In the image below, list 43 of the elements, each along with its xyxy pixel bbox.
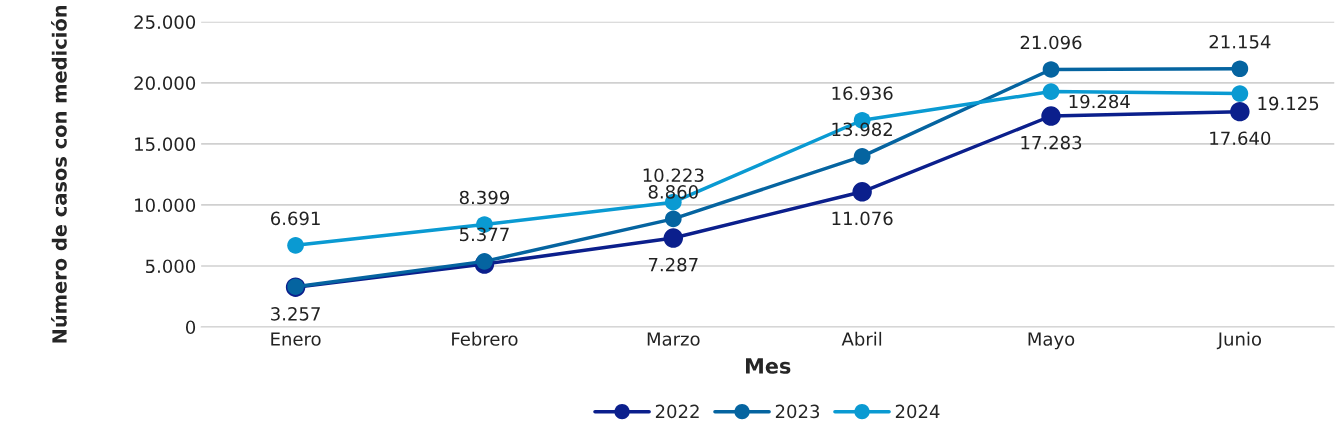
x-tick-label: Junio — [1216, 331, 1262, 350]
data-label: 17.283 — [1021, 135, 1082, 150]
x-tick-label: Abril — [841, 331, 882, 346]
legend-label: 2023 — [775, 404, 820, 419]
point — [853, 147, 871, 165]
data-label: 21.096 — [1020, 35, 1082, 50]
x-tick-label: Marzo — [647, 332, 700, 346]
data-label: 16.936 — [832, 86, 893, 101]
point — [1231, 60, 1249, 78]
point — [663, 228, 684, 248]
data-label: 10.223 — [643, 168, 704, 183]
data-label: 19.125 — [1258, 96, 1319, 111]
point — [1230, 101, 1250, 122]
data-label: 21.154 — [1209, 34, 1271, 49]
point — [664, 210, 682, 228]
y-tick-label: 25.000 — [134, 15, 196, 29]
point — [1042, 83, 1060, 100]
data-label: 8.860 — [648, 185, 698, 199]
y-axis-title: Número de casos con medición — [51, 5, 67, 343]
y-tick-label: 0 — [185, 320, 196, 335]
x-axis-title: Mes — [746, 358, 791, 374]
data-label: 11.076 — [832, 211, 893, 226]
point — [1042, 61, 1060, 78]
x-tick-label: Enero — [271, 332, 321, 346]
x-tick-label: Febrero — [452, 331, 518, 346]
y-tick-label: 10.000 — [135, 198, 196, 213]
legend-label: 2022 — [655, 404, 699, 419]
point — [287, 236, 304, 254]
point — [1231, 85, 1249, 102]
y-tick-label: 15.000 — [135, 137, 196, 151]
y-tick-label: 20.000 — [134, 76, 196, 90]
point — [1041, 106, 1061, 126]
y-tick-label: 5.000 — [145, 259, 196, 274]
data-label: 19.284 — [1069, 94, 1130, 109]
point — [852, 182, 872, 202]
x-tick-label: Mayo — [1028, 332, 1075, 350]
data-label: 5.377 — [459, 227, 509, 242]
legend-label: 2024 — [895, 404, 940, 419]
data-label: 17.640 — [1210, 131, 1271, 146]
data-label: 6.691 — [270, 211, 320, 226]
data-label: 3.257 — [271, 307, 320, 321]
data-label: 7.287 — [648, 257, 698, 272]
data-label: 8.399 — [459, 190, 510, 205]
